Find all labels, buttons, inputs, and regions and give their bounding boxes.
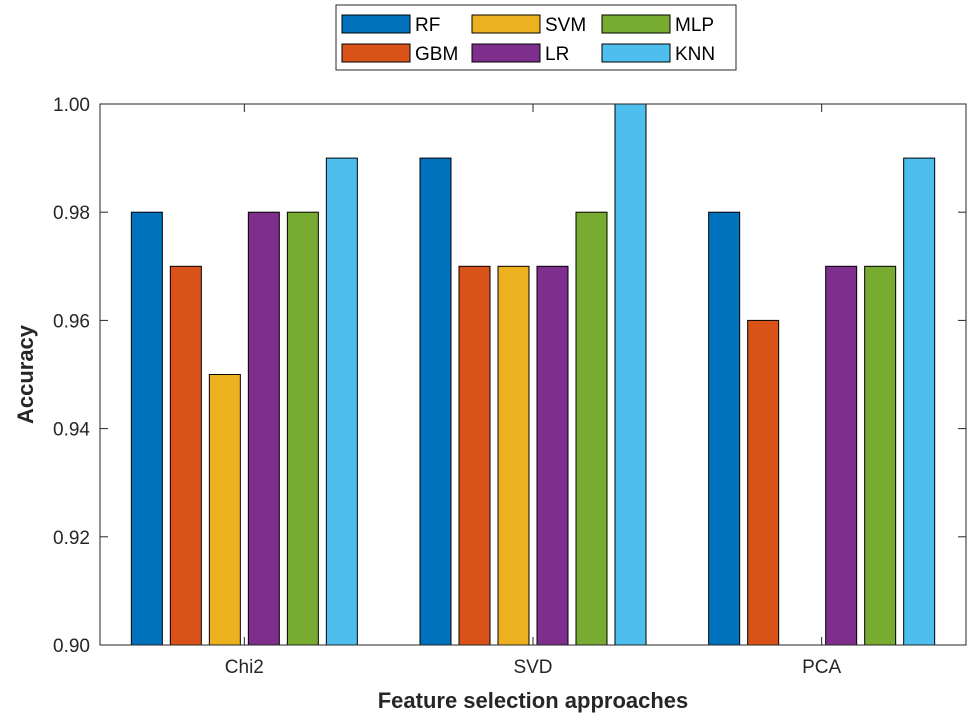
bar-gbm-chi2 <box>169 265 202 646</box>
x-axis-title: Feature selection approaches <box>378 688 689 713</box>
x-tick-label: Chi2 <box>225 657 264 678</box>
legend-label-svm: SVM <box>545 15 586 36</box>
bar-knn-pca <box>903 157 936 646</box>
x-tick-label: PCA <box>802 657 841 678</box>
y-axis-title: Accuracy <box>13 324 38 424</box>
legend-swatch-gbm <box>341 43 411 63</box>
y-tick-label: 0.96 <box>53 311 90 332</box>
legend-swatch-svm <box>471 14 541 34</box>
bar-rf-pca <box>708 211 741 646</box>
legend-label-knn: KNN <box>675 44 715 65</box>
bar-knn-svd <box>614 103 647 646</box>
axis-ticks: Chi2 SVD PCA 0.90 0.92 0.94 0.96 0.98 1.00 <box>53 95 966 678</box>
legend-swatch-knn <box>601 43 671 63</box>
legend-label-rf: RF <box>415 15 440 36</box>
bar-rf-svd <box>419 157 452 646</box>
legend-swatch-mlp <box>601 14 671 34</box>
bar-mlp-pca <box>864 265 897 646</box>
legend-swatch-rf <box>341 14 411 34</box>
bar-svm-svd <box>497 265 530 646</box>
bar-gbm-svd <box>458 265 491 646</box>
bar-svm-chi2 <box>208 374 241 646</box>
legend-label-mlp: MLP <box>675 15 714 36</box>
x-tick-label: SVD <box>513 657 552 678</box>
legend-label-gbm: GBM <box>415 44 458 65</box>
bar-gbm-pca <box>747 319 780 646</box>
bar-lr-chi2 <box>247 211 280 646</box>
bar-lr-pca <box>825 265 858 646</box>
legend: RF SVM MLP GBM LR KNN <box>335 4 737 71</box>
y-tick-label: 0.90 <box>53 636 90 657</box>
bar-rf-chi2 <box>130 211 163 646</box>
bar-mlp-svd <box>575 211 608 646</box>
legend-label-lr: LR <box>545 44 569 65</box>
y-tick-label: 0.94 <box>53 420 90 441</box>
y-tick-label: 0.92 <box>53 528 90 549</box>
bars-layer <box>130 103 936 646</box>
y-tick-label: 1.00 <box>53 95 90 116</box>
bar-lr-svd <box>536 265 569 646</box>
y-tick-label: 0.98 <box>53 203 90 224</box>
bar-mlp-chi2 <box>286 211 319 646</box>
bar-knn-chi2 <box>325 157 358 646</box>
legend-swatch-lr <box>471 43 541 63</box>
